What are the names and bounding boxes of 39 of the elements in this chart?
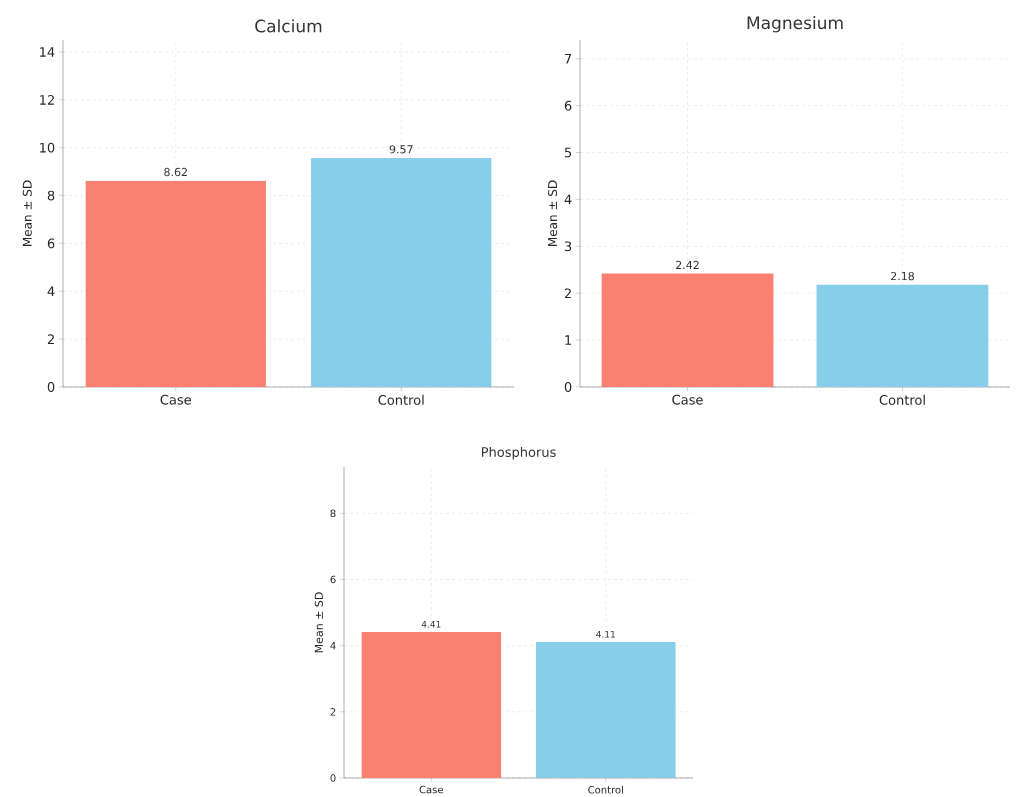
y-tick-label: 0 xyxy=(47,382,55,392)
data-label: 2.42 xyxy=(676,260,699,270)
data-label: 4.11 xyxy=(596,631,615,638)
y-axis-title: Mean ± SD xyxy=(547,180,558,246)
y-tick-label: 14 xyxy=(40,47,55,57)
y-tick-label: 6 xyxy=(564,100,572,111)
chart-title: Calcium xyxy=(255,19,322,33)
x-tick-label: Control xyxy=(879,394,925,405)
x-tick-label: Case xyxy=(419,785,443,794)
data-label: 8.62 xyxy=(164,167,187,177)
data-label: 2.18 xyxy=(891,271,914,281)
y-tick-label: 7 xyxy=(565,54,572,64)
y-axis-title: Mean ± SD xyxy=(314,592,323,653)
y-tick-label: 1 xyxy=(565,335,572,345)
y-tick-label: 8 xyxy=(330,509,336,518)
chart-title: Phosphorus xyxy=(481,446,556,460)
y-tick-label: 2 xyxy=(330,708,336,716)
x-tick-label: Control xyxy=(378,394,424,405)
y-tick-label: 4 xyxy=(47,286,55,297)
y-tick-label: 10 xyxy=(40,142,55,153)
y-tick-label: 3 xyxy=(564,241,572,252)
y-tick-label: 2 xyxy=(564,288,571,299)
y-tick-label: 6 xyxy=(330,575,336,584)
y-tick-label: 0 xyxy=(564,382,572,392)
y-tick-label: 4 xyxy=(564,194,572,205)
x-tick-label: Case xyxy=(160,394,191,405)
y-axis-title: Mean ± SD xyxy=(22,180,32,246)
y-tick-label: 8 xyxy=(47,190,55,201)
x-tick-label: Case xyxy=(672,394,703,405)
y-tick-label: 12 xyxy=(40,95,54,105)
y-tick-label: 6 xyxy=(47,238,55,249)
data-label: 9.57 xyxy=(389,145,413,154)
y-tick-label: 4 xyxy=(330,642,336,650)
y-tick-label: 2 xyxy=(47,334,54,345)
y-tick-label: 5 xyxy=(564,147,572,158)
x-tick-label: Control xyxy=(588,785,623,794)
chart-title: Magnesium xyxy=(747,16,843,33)
y-tick-label: 0 xyxy=(330,774,336,782)
data-label: 4.41 xyxy=(421,621,441,628)
